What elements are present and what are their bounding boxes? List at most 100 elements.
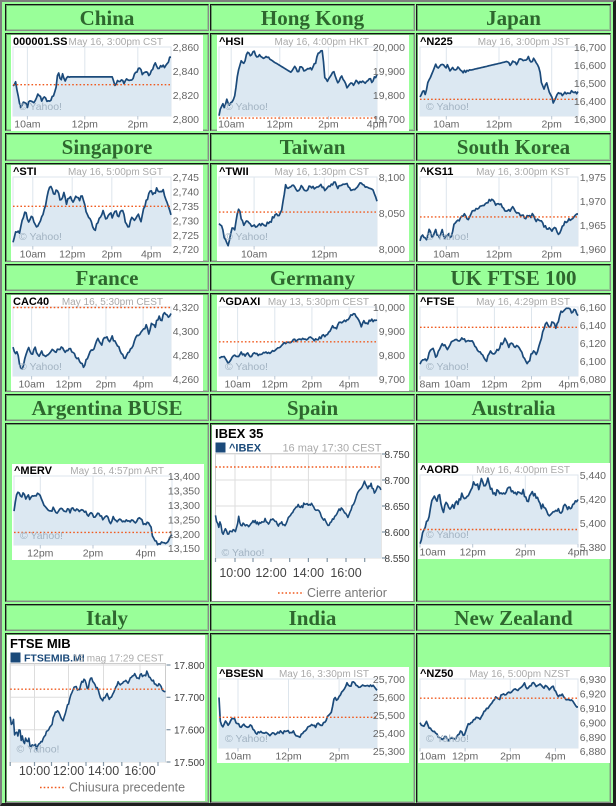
svg-text:4pm: 4pm — [545, 751, 566, 763]
svg-text:2,725: 2,725 — [173, 230, 199, 242]
svg-text:16:00: 16:00 — [330, 566, 361, 580]
svg-text:8am: 8am — [420, 379, 441, 391]
svg-text:4pm: 4pm — [135, 548, 156, 560]
svg-text:6,890: 6,890 — [580, 732, 606, 744]
svg-text:2,840: 2,840 — [173, 66, 199, 78]
svg-text:12pm: 12pm — [27, 548, 54, 560]
svg-text:16,700: 16,700 — [574, 42, 606, 54]
svg-text:5,440: 5,440 — [580, 470, 606, 482]
svg-text:May 16, 1:30pm CST: May 16, 1:30pm CST — [275, 167, 369, 178]
svg-text:2,740: 2,740 — [173, 187, 199, 199]
svg-text:12pm: 12pm — [275, 751, 302, 763]
svg-text:6,920: 6,920 — [580, 689, 606, 701]
svg-text:12pm: 12pm — [56, 379, 83, 391]
svg-text:12pm: 12pm — [72, 119, 99, 131]
svg-text:May 16, 4:57pm ART: May 16, 4:57pm ART — [70, 466, 164, 477]
svg-text:10am: 10am — [241, 249, 268, 261]
svg-text:8.750: 8.750 — [385, 450, 410, 461]
svg-text:25,500: 25,500 — [373, 710, 405, 722]
svg-text:19,900: 19,900 — [373, 66, 405, 78]
svg-text:10am: 10am — [224, 379, 251, 391]
svg-text:May 16, 5:30pm CEST: May 16, 5:30pm CEST — [62, 297, 163, 308]
svg-text:2pm: 2pm — [96, 379, 117, 391]
svg-text:14:00: 14:00 — [88, 764, 119, 778]
svg-text:12:00: 12:00 — [255, 566, 286, 580]
svg-text:8.600: 8.600 — [385, 528, 410, 539]
svg-text:10am: 10am — [20, 249, 47, 261]
svg-text:May 16, 4:00pm EST: May 16, 4:00pm EST — [476, 465, 570, 476]
svg-text:6,930: 6,930 — [580, 674, 606, 686]
svg-text:May 16, 4:29pm BST: May 16, 4:29pm BST — [476, 297, 570, 308]
svg-text:2pm: 2pm — [541, 249, 562, 261]
svg-text:13,250: 13,250 — [168, 514, 200, 526]
svg-text:8.650: 8.650 — [385, 502, 410, 513]
svg-text:9,900: 9,900 — [379, 326, 405, 338]
svg-text:10am: 10am — [18, 379, 45, 391]
svg-text:6,910: 6,910 — [580, 703, 606, 715]
svg-text:12pm: 12pm — [481, 379, 508, 391]
svg-text:2,720: 2,720 — [173, 244, 199, 256]
svg-text:10am: 10am — [218, 119, 245, 131]
svg-text:1,970: 1,970 — [580, 196, 606, 208]
svg-text:^FTSE: ^FTSE — [420, 296, 455, 308]
svg-text:May 16, 3:00pm JST: May 16, 3:00pm JST — [478, 37, 570, 48]
svg-text:^TWII: ^TWII — [219, 166, 249, 178]
svg-text:2,820: 2,820 — [173, 90, 199, 102]
svg-text:© Yahoo!: © Yahoo! — [225, 361, 268, 373]
svg-text:© Yahoo!: © Yahoo! — [426, 231, 469, 243]
svg-text:12pm: 12pm — [262, 379, 289, 391]
svg-text:FTSE MIB: FTSE MIB — [10, 636, 71, 651]
svg-text:^STI: ^STI — [13, 166, 37, 178]
svg-text:10am: 10am — [433, 249, 460, 261]
svg-text:12pm: 12pm — [59, 249, 86, 261]
svg-text:9,700: 9,700 — [379, 374, 405, 386]
svg-text:14:00: 14:00 — [293, 566, 324, 580]
svg-text:© Yahoo!: © Yahoo! — [225, 231, 268, 243]
svg-text:May 16, 5:00pm SGT: May 16, 5:00pm SGT — [68, 167, 163, 178]
svg-text:12pm: 12pm — [486, 249, 513, 261]
svg-text:6,140: 6,140 — [580, 320, 606, 332]
svg-text:10am: 10am — [14, 119, 41, 131]
svg-text:^AORD: ^AORD — [420, 464, 459, 476]
svg-text:25,400: 25,400 — [373, 728, 405, 740]
svg-text:2pm: 2pm — [302, 379, 323, 391]
svg-text:2,860: 2,860 — [173, 42, 199, 54]
svg-text:2pm: 2pm — [83, 548, 104, 560]
svg-text:2,735: 2,735 — [173, 201, 199, 213]
svg-text:^KS11: ^KS11 — [420, 166, 453, 178]
svg-text:^BSESN: ^BSESN — [219, 668, 263, 680]
svg-text:IBEX 35: IBEX 35 — [215, 426, 263, 441]
svg-text:May 16, 3:30pm IST: May 16, 3:30pm IST — [279, 669, 369, 680]
svg-text:May 13, 5:30pm CEST: May 13, 5:30pm CEST — [268, 297, 369, 308]
svg-text:4,260: 4,260 — [173, 374, 199, 386]
svg-text:4,280: 4,280 — [173, 350, 199, 362]
svg-text:^MERV: ^MERV — [14, 465, 53, 477]
svg-text:25,700: 25,700 — [373, 674, 405, 686]
svg-text:17.700: 17.700 — [174, 693, 205, 704]
svg-text:8,100: 8,100 — [379, 172, 405, 184]
svg-text:25,600: 25,600 — [373, 692, 405, 704]
svg-text:16,400: 16,400 — [574, 96, 606, 108]
svg-text:© Yahoo!: © Yahoo! — [225, 101, 268, 113]
svg-text:2pm: 2pm — [515, 547, 536, 559]
svg-text:17.600: 17.600 — [174, 726, 205, 737]
svg-text:© Yahoo!: © Yahoo! — [222, 547, 265, 559]
svg-text:16,500: 16,500 — [574, 78, 606, 90]
svg-text:000001.SS: 000001.SS — [13, 36, 67, 48]
svg-text:4pm: 4pm — [367, 119, 388, 131]
svg-text:8,050: 8,050 — [379, 208, 405, 220]
svg-text:^IBEX: ^IBEX — [229, 443, 262, 455]
svg-text:8.550: 8.550 — [385, 554, 410, 565]
svg-text:4pm: 4pm — [141, 249, 162, 261]
svg-text:20,000: 20,000 — [373, 42, 405, 54]
svg-text:6,080: 6,080 — [580, 374, 606, 386]
svg-text:16:00: 16:00 — [124, 764, 155, 778]
svg-text:2pm: 2pm — [318, 119, 339, 131]
svg-text:© Yahoo!: © Yahoo! — [426, 361, 469, 373]
svg-text:25,300: 25,300 — [373, 746, 405, 758]
svg-text:4,320: 4,320 — [173, 302, 199, 314]
svg-text:12pm: 12pm — [311, 249, 338, 261]
svg-text:2pm: 2pm — [521, 379, 542, 391]
svg-text:16,600: 16,600 — [574, 60, 606, 72]
svg-text:© Yahoo!: © Yahoo! — [426, 101, 469, 113]
